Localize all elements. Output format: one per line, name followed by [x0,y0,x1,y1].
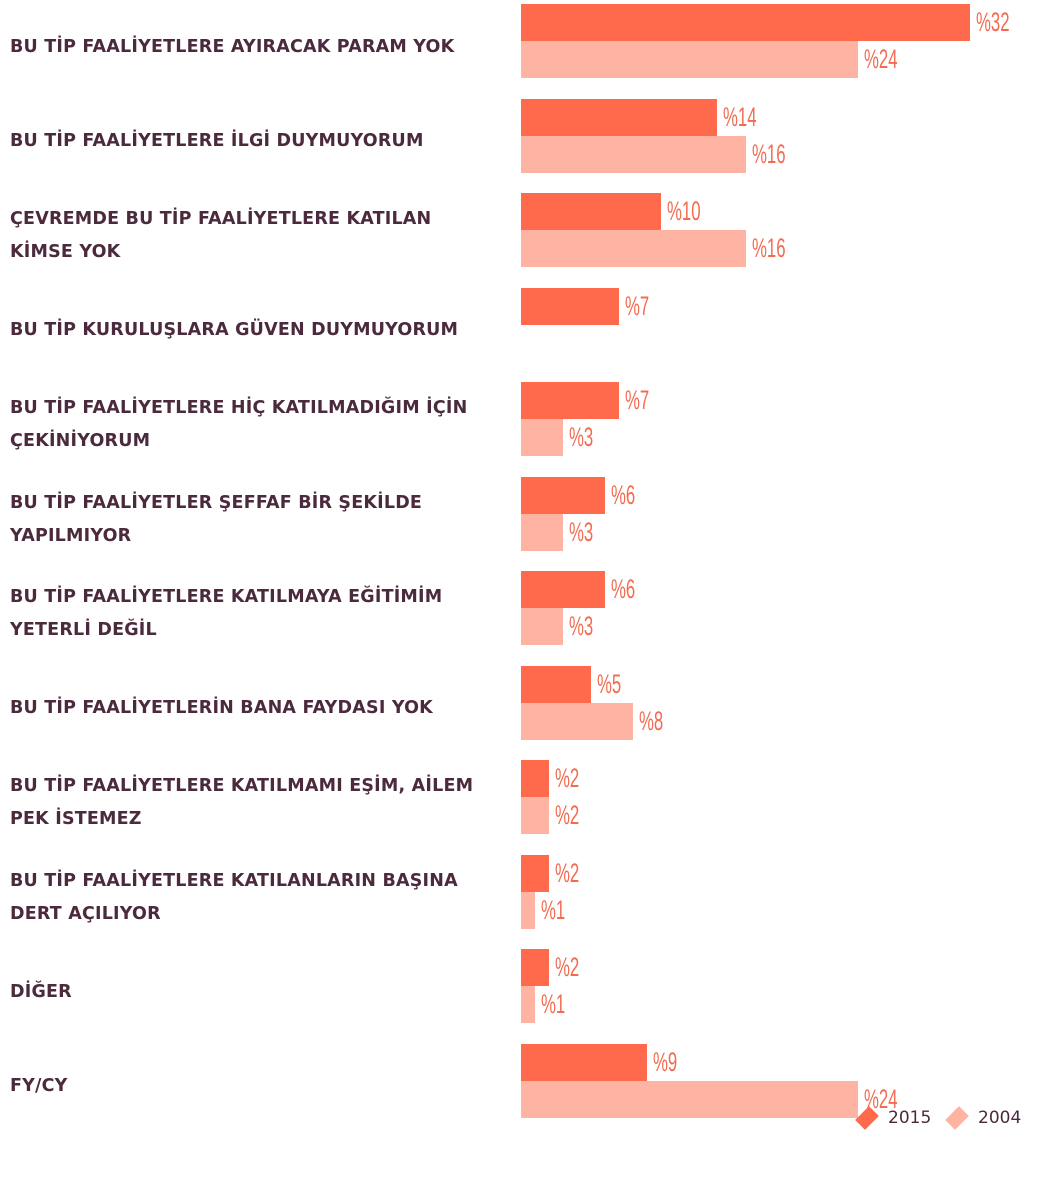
bar [521,608,564,645]
value-label: %2 [555,952,580,982]
legend-item: 2015 [855,1106,932,1130]
category-label: DİĞER [10,981,72,1002]
value-label: %6 [611,574,636,604]
category-label: BU TİP FAALİYETLERE HİÇ KATILMADIĞIM İÇİ… [10,398,468,451]
bar [521,513,564,551]
value-label: %2 [555,800,580,830]
value-label: %1 [541,894,566,925]
category-label: BU TİP FAALİYETLERE AYIRACAK PARAM YOK [10,36,455,57]
value-label: %10 [667,196,701,226]
bar [521,382,620,419]
bar [521,854,550,892]
legend-swatch [945,1106,969,1130]
bar [521,891,536,929]
bar [521,135,746,173]
legend-label: 2015 [888,1108,932,1128]
value-label: %7 [625,385,650,415]
category-label: BU TİP FAALİYETLERE KATILANLARIN BAŞINA … [10,870,458,924]
bar [521,1043,648,1081]
value-label: %7 [625,290,650,321]
category-label: ÇEVREMDE BU TİP FAALİYETLERE KATILAN KİM… [10,209,432,262]
bar [521,230,746,267]
bar [521,797,550,834]
value-label: %2 [555,857,580,888]
category-label: FY/CY [10,1076,68,1096]
value-label: %1 [541,989,566,1019]
value-label: %6 [611,479,636,510]
category-label: BU TİP FAALİYETLERE KATILMAMI EŞİM, AİLE… [10,776,474,829]
category-label: BU TİP KURULUŞLARA GÜVEN DUYMUYORUM [10,320,459,340]
legend-swatch [855,1106,879,1130]
legend-item: 2004 [945,1106,1022,1130]
value-label: %3 [569,422,594,452]
bar [521,193,662,230]
bar [521,760,550,797]
legend-label: 2004 [978,1108,1022,1128]
bar [521,986,536,1023]
bar [521,665,592,703]
value-label: %5 [597,668,622,699]
category-label: BU TİP FAALİYETLERE KATILMAYA EĞİTİMİM Y… [10,587,443,640]
category-label: BU TİP FAALİYETLER ŞEFFAF BİR ŞEKİLDE YA… [10,492,423,546]
value-label: %8 [639,705,664,736]
bar [521,571,606,608]
value-label: %9 [653,1046,678,1077]
value-label: %16 [751,233,786,263]
bar [521,419,564,456]
category-label: BU TİP FAALİYETLERE İLGİ DUYMUYORUM [10,131,424,151]
value-label: %32 [976,7,1010,37]
value-label: %24 [863,44,898,74]
bar [521,702,634,740]
bar [521,98,718,136]
value-label: %3 [569,516,594,547]
bar [521,4,970,41]
category-label: BU TİP FAALİYETLERİN BANA FAYDASI YOK [10,698,433,718]
bar [521,476,606,514]
value-label: %2 [555,763,580,793]
bar [521,41,858,78]
bar [521,949,550,986]
value-label: %14 [723,101,757,132]
value-label: %16 [751,138,786,169]
bar [521,1080,858,1118]
bar [521,287,620,325]
value-label: %3 [569,611,594,641]
